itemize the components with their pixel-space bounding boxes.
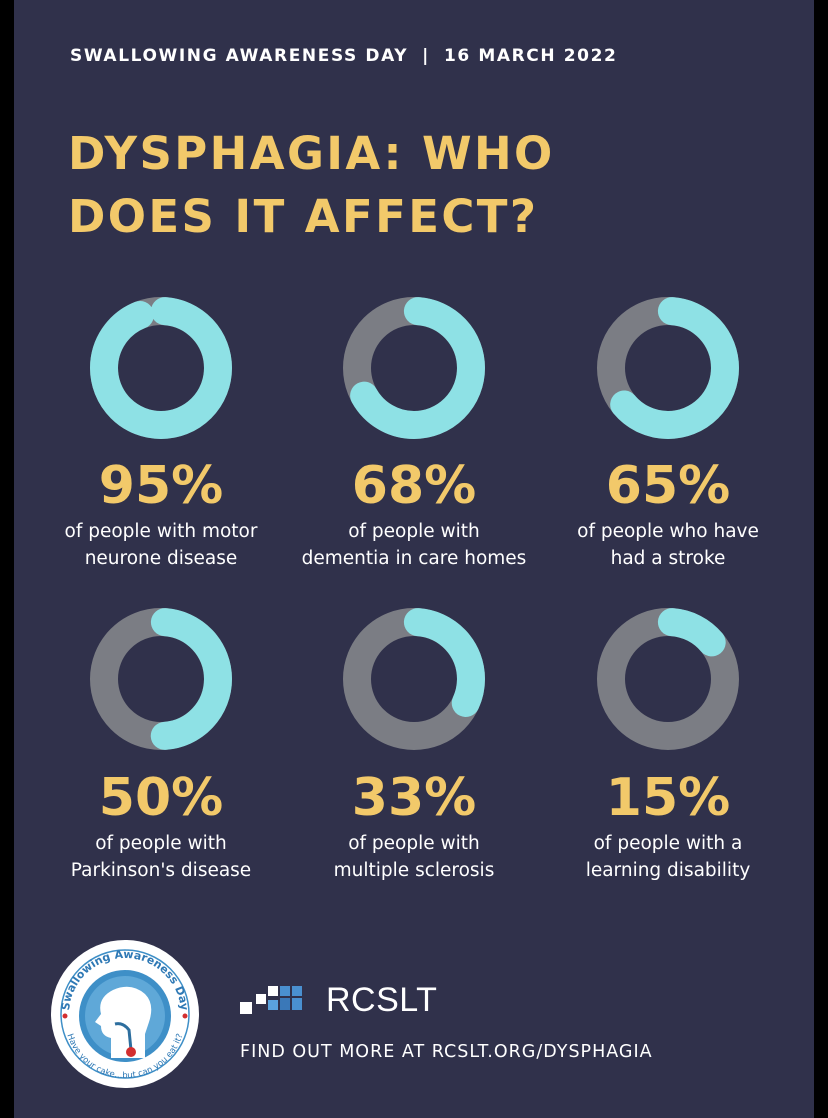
- stat-block-5: 33% of people with multiple sclerosis: [289, 768, 539, 884]
- stat-description-line-1: of people with: [348, 521, 480, 542]
- stat-description-line-2: learning disability: [585, 860, 751, 881]
- page-title: DYSPHAGIA: WHO DOES IT AFFECT?: [68, 122, 748, 248]
- event-date: 16 MARCH 2022: [443, 46, 618, 66]
- donut-chart-5: [343, 608, 485, 750]
- stat-percentage: 68%: [351, 456, 477, 516]
- stat-block-1: 95% of people with motor neurone disease: [36, 456, 286, 572]
- head-profile-throat-icon: [95, 986, 152, 1058]
- stat-description-line-1: of people with: [348, 833, 480, 854]
- stat-block-3: 65% of people who have had a stroke: [543, 456, 793, 572]
- stat-description-line-2: multiple sclerosis: [333, 860, 495, 881]
- find-out-more-link[interactable]: FIND OUT MORE AT RCSLT.ORG/DYSPHAGIA: [240, 1042, 653, 1062]
- donut-value-arc: [90, 297, 232, 439]
- rcslt-wordmark: RCSLT: [326, 981, 438, 1019]
- stat-percentage: 95%: [98, 456, 224, 516]
- donut-value-arc: [90, 608, 232, 750]
- stat-percentage: 33%: [351, 768, 477, 828]
- stat-block-6: 15% of people with a learning disability: [543, 768, 793, 884]
- stat-description-line-2: neurone disease: [84, 548, 238, 569]
- donut-chart-3: [597, 297, 739, 439]
- stat-block-2: 68% of people with dementia in care homes: [289, 456, 539, 572]
- event-header: SWALLOWING AWARENESS DAY | 16 MARCH 2022: [70, 46, 617, 66]
- stat-percentage: 15%: [605, 768, 731, 828]
- stat-description: of people with dementia in care homes: [289, 518, 539, 572]
- stat-description-line-1: of people who have: [577, 521, 759, 542]
- stat-description-line-2: had a stroke: [610, 548, 726, 569]
- stat-description-line-2: Parkinson's disease: [70, 860, 252, 881]
- title-line-1: DYSPHAGIA: WHO: [68, 127, 555, 180]
- header-separator: |: [422, 46, 430, 66]
- stat-percentage: 65%: [605, 456, 731, 516]
- donut-chart-2: [343, 297, 485, 439]
- donut-value-arc: [597, 608, 739, 750]
- donut-value-arc: [343, 608, 485, 750]
- infographic-page: SWALLOWING AWARENESS DAY | 16 MARCH 2022 D…: [14, 0, 814, 1118]
- donut-value-arc: [343, 297, 485, 439]
- donut-chart-grid: [90, 297, 739, 750]
- stat-description: of people with motor neurone disease: [36, 518, 286, 572]
- donut-chart-1: [90, 297, 232, 439]
- title-line-2: DOES IT AFFECT?: [68, 190, 539, 243]
- stat-description-line-1: of people with motor: [64, 521, 258, 542]
- stat-percentage: 50%: [98, 768, 224, 828]
- donut-chart-6: [597, 608, 739, 750]
- swallowing-awareness-day-badge: Swallowing Awareness Day Have your cake.…: [51, 940, 199, 1088]
- stat-description: of people with multiple sclerosis: [289, 830, 539, 884]
- stat-description: of people with a learning disability: [543, 830, 793, 884]
- stat-description: of people who have had a stroke: [543, 518, 793, 572]
- stat-description: of people with Parkinson's disease: [36, 830, 286, 884]
- rcslt-squares-icon: [240, 986, 302, 1014]
- stat-block-4: 50% of people with Parkinson's disease: [36, 768, 286, 884]
- donut-value-arc: [597, 297, 739, 439]
- event-name: SWALLOWING AWARENESS DAY: [70, 46, 409, 66]
- donut-chart-4: [90, 608, 232, 750]
- stat-description-line-1: of people with: [95, 833, 227, 854]
- stat-description-line-1: of people with a: [593, 833, 743, 854]
- stat-description-line-2: dementia in care homes: [301, 548, 527, 569]
